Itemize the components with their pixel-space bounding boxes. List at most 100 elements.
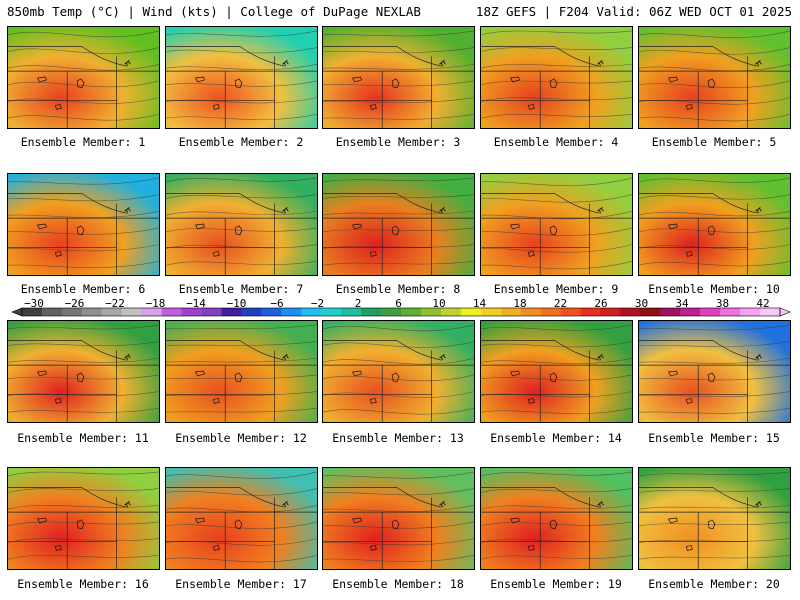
header-valid-time: 18Z GEFS | F204 Valid: 06Z WED OCT 01 20… [475, 4, 792, 19]
colorbar-segment [201, 308, 222, 316]
ensemble-member-label: Ensemble Member: 15 [648, 431, 780, 445]
colorbar-tick-label: 34 [675, 297, 689, 310]
colorbar-segment [660, 308, 681, 316]
ensemble-map-panel [638, 26, 791, 129]
colorbar-tick-label: −2 [310, 297, 325, 310]
ensemble-map-panel [638, 467, 791, 570]
colorbar-segment [341, 308, 362, 316]
ensemble-map-panel [480, 173, 633, 276]
temperature-map [639, 174, 790, 275]
ensemble-member-label: Ensemble Member: 6 [20, 282, 146, 296]
colorbar-tick-label: −22 [105, 297, 125, 310]
colorbar-tick-label: 42 [756, 297, 770, 310]
ensemble-member-label: Ensemble Member: 4 [493, 135, 619, 149]
colorbar-segment [261, 308, 282, 316]
colorbar-segment [640, 308, 661, 316]
header-title: 850mb Temp (°C) | Wind (kts) | College o… [7, 4, 421, 19]
temperature-map [8, 321, 159, 422]
colorbar-segment [720, 308, 741, 316]
temperature-map [323, 27, 474, 128]
temperature-map [323, 174, 474, 275]
ensemble-map-panel [165, 173, 318, 276]
colorbar-tick-label: 38 [715, 297, 730, 310]
temperature-map [166, 321, 317, 422]
colorbar-segment [381, 308, 402, 316]
colorbar-tick-label: 10 [432, 297, 446, 310]
temperature-map [639, 321, 790, 422]
ensemble-map-panel [165, 26, 318, 129]
ensemble-member-label: Ensemble Member: 8 [335, 282, 461, 296]
temperature-map [481, 468, 632, 569]
colorbar-segment [161, 308, 182, 316]
ensemble-map-panel [480, 26, 633, 129]
ensemble-map-panel [322, 173, 475, 276]
colorbar-tick-label: −30 [24, 297, 44, 310]
colorbar-segment [41, 308, 63, 316]
temperature-map [8, 27, 159, 128]
ensemble-map-panel [480, 320, 633, 423]
ensemble-member-label: Ensemble Member: 5 [651, 135, 777, 149]
colorbar-tick-label: −14 [186, 297, 206, 310]
ensemble-member-label: Ensemble Member: 3 [335, 135, 461, 149]
colorbar-segment [740, 308, 761, 316]
colorbar-segment [401, 308, 422, 316]
temperature-map [166, 27, 317, 128]
colorbar-frame [21, 307, 781, 317]
ensemble-map-panel [322, 467, 475, 570]
colorbar-segment [760, 308, 781, 316]
temperature-map [8, 174, 159, 275]
colorbar-segment [560, 308, 581, 316]
colorbar-segment [281, 308, 302, 316]
colorbar-segment [680, 308, 701, 316]
colorbar-segment [520, 308, 541, 316]
temperature-map [166, 468, 317, 569]
ensemble-map-panel [165, 320, 318, 423]
colorbar-segment [81, 308, 103, 316]
colorbar-tick-label: 30 [634, 297, 649, 310]
ensemble-map-panel [480, 467, 633, 570]
colorbar-segment [580, 308, 601, 316]
colorbar-segment [420, 308, 442, 316]
ensemble-map-panel [7, 320, 160, 423]
ensemble-member-label: Ensemble Member: 13 [332, 431, 464, 445]
colorbar-segment [301, 308, 322, 316]
colorbar-segment [121, 308, 142, 316]
colorbar-tick-label: 2 [354, 297, 362, 310]
ensemble-member-label: Ensemble Member: 10 [648, 282, 780, 296]
colorbar-segment [620, 308, 641, 316]
ensemble-member-label: Ensemble Member: 12 [175, 431, 307, 445]
ensemble-map-panel [7, 26, 160, 129]
ensemble-map-panel [165, 467, 318, 570]
colorbar-segment [101, 308, 123, 316]
ensemble-member-label: Ensemble Member: 16 [17, 577, 149, 591]
colorbar-tick-label: 18 [513, 297, 527, 310]
colorbar-segment [361, 308, 382, 316]
temperature-map [8, 468, 159, 569]
colorbar-segment [480, 308, 502, 316]
colorbar-tick-label: 6 [395, 297, 402, 310]
ensemble-map-panel [322, 320, 475, 423]
ensemble-member-label: Ensemble Member: 2 [178, 135, 304, 149]
ensemble-map-panel [638, 320, 791, 423]
temperature-map [323, 321, 474, 422]
colorbar-segment [460, 308, 482, 316]
temperature-map [639, 27, 790, 128]
ensemble-member-label: Ensemble Member: 1 [20, 135, 146, 149]
colorbar-segment [321, 308, 342, 316]
temperature-colorbar [11, 307, 791, 317]
colorbar-segment [700, 308, 721, 316]
temperature-map [481, 174, 632, 275]
ensemble-member-label: Ensemble Member: 7 [178, 282, 304, 296]
ensemble-map-panel [7, 467, 160, 570]
colorbar-segment [22, 308, 43, 316]
colorbar-segment [61, 308, 83, 316]
colorbar-segment [600, 308, 621, 316]
colorbar-tick-label: −10 [226, 297, 247, 310]
colorbar-tick-label: 22 [553, 297, 568, 310]
colorbar-segment [141, 308, 162, 316]
temperature-map [481, 321, 632, 422]
colorbar-segment [221, 308, 242, 316]
ensemble-member-label: Ensemble Member: 20 [648, 577, 780, 591]
colorbar-segment [181, 308, 202, 316]
ensemble-member-label: Ensemble Member: 18 [332, 577, 464, 591]
